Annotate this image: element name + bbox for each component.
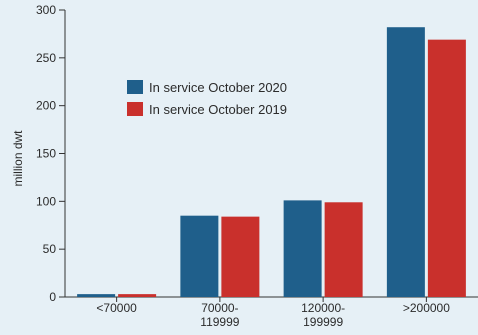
bar-2020-2 xyxy=(283,200,322,297)
y-axis-title: million dwt xyxy=(11,130,25,187)
x-tick-label: 70000- xyxy=(201,301,238,315)
axes: 0 50 100 150 200 250 300 million dwt <70000 70000… xyxy=(11,3,478,329)
y-tick-label: 50 xyxy=(43,242,57,256)
x-tick-label: 119999 xyxy=(200,315,239,329)
bar-2019-0 xyxy=(118,294,157,297)
legend-label: In service October 2020 xyxy=(149,80,287,95)
bar-2019-1 xyxy=(221,216,260,297)
y-tick-label: 0 xyxy=(49,290,56,304)
legend-label: In service October 2019 xyxy=(149,102,287,117)
x-tick-label: <70000 xyxy=(96,301,137,315)
y-tick-label: 100 xyxy=(36,194,56,208)
bar-2020-3 xyxy=(386,27,425,297)
y-tick-label: 300 xyxy=(36,3,56,17)
legend-swatch xyxy=(127,102,143,116)
y-tick-label: 200 xyxy=(36,99,56,113)
x-tick-label: 199999 xyxy=(303,315,343,329)
legend: In service October 2020 In service Octobe… xyxy=(127,80,287,117)
y-tick-label: 250 xyxy=(36,51,56,65)
x-tick-label: >200000 xyxy=(403,301,450,315)
legend-swatch xyxy=(127,80,143,94)
x-tick-label: 120000- xyxy=(301,301,345,315)
bars xyxy=(77,27,466,297)
bar-2019-2 xyxy=(324,202,363,297)
bar-2020-0 xyxy=(77,294,116,297)
bar-2019-3 xyxy=(427,39,466,297)
bar-2020-1 xyxy=(180,215,219,297)
y-tick-label: 150 xyxy=(36,147,56,161)
